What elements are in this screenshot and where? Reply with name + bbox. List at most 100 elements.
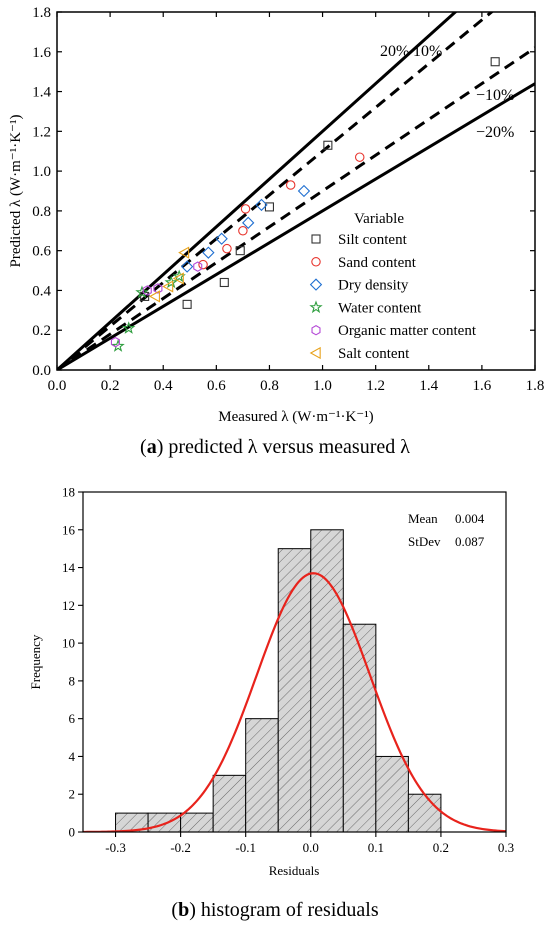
- data-point: [142, 285, 152, 296]
- data-point: [255, 198, 268, 212]
- data-point: [219, 277, 229, 288]
- y-tick-label: 6: [69, 711, 76, 726]
- y-tick-label: 18: [62, 485, 75, 500]
- legend-entry: Organic matter content: [338, 323, 477, 339]
- data-point: [148, 290, 160, 303]
- stat-mean-label: Mean: [408, 511, 438, 526]
- normal-fit-curve: [83, 572, 506, 832]
- reference-line-label: 10%: [413, 43, 442, 60]
- caption-a-open: (: [140, 436, 147, 458]
- caption-b: (b) histogram of residuals: [0, 899, 550, 922]
- x-tick-label: 0.8: [260, 378, 279, 394]
- data-point: [172, 272, 184, 285]
- y-tick-label: 10: [62, 636, 75, 651]
- legend-entry: Silt content: [338, 232, 408, 248]
- legend-entry: Water content: [338, 300, 422, 316]
- y-tick-label: 1.8: [32, 5, 51, 21]
- panel-a-scatter: 0.0 0.2 0.4 0.6 0.8 1.0 1.2 1.4 1.6 1.8 0.0 0.2 0.4 0…: [8, 5, 544, 425]
- histogram-bars: [115, 529, 442, 833]
- caption-a-text: predicted λ versus measured λ: [163, 436, 410, 458]
- y-tick-label: 16: [62, 522, 76, 537]
- legend-entry: Sand content: [338, 255, 417, 271]
- y-tick-label: 0.6: [32, 244, 51, 260]
- reference-line: [57, 12, 494, 370]
- y-tick-label: 1.2: [32, 124, 51, 140]
- data-point: [238, 226, 248, 236]
- x-tick-label: 1.4: [419, 378, 438, 394]
- x-tick-label: 0.6: [207, 378, 226, 394]
- x-tick-label: 1.2: [366, 378, 385, 394]
- y-tick-label: 0: [69, 825, 76, 840]
- y-tick-label: 0.0: [32, 363, 51, 379]
- stat-mean-value: 0.004: [455, 511, 485, 526]
- reference-line-label: −20%: [476, 124, 514, 141]
- y-tick-label: 1.0: [32, 164, 51, 180]
- y-tick-label: 14: [62, 560, 76, 575]
- caption-a-close: ): [156, 436, 164, 458]
- y-tick-label: 0.8: [32, 204, 51, 220]
- data-point: [490, 57, 500, 67]
- x-tick-label: 0.4: [154, 378, 173, 394]
- legend-entry: Salt content: [338, 346, 410, 362]
- histogram-bar: [212, 774, 247, 833]
- stat-stdev-value: 0.087: [455, 534, 485, 549]
- reference-line: [57, 82, 535, 370]
- legend-marker: [311, 234, 321, 244]
- legend-marker: [309, 346, 321, 360]
- data-point: [240, 204, 251, 214]
- caption-a: (a) predicted λ versus measured λ: [0, 436, 550, 459]
- data-point: [323, 140, 333, 150]
- histogram-bar: [310, 529, 344, 833]
- data-point: [135, 285, 149, 299]
- histogram-bar: [277, 548, 312, 833]
- data-point: [222, 243, 232, 254]
- data-point: [198, 259, 208, 270]
- y-axis-label-a: Predicted λ (W·m⁻¹·K⁻¹): [8, 115, 24, 268]
- plot-frame-b: [82, 491, 507, 833]
- caption-b-open: (: [171, 899, 179, 921]
- legend-entry: Dry density: [338, 278, 409, 294]
- histogram-bar: [245, 718, 279, 833]
- reference-line-label: 20%: [380, 43, 409, 60]
- y-tick-label: 0.2: [32, 323, 51, 339]
- y-tick-label: 1.4: [32, 85, 51, 101]
- reference-line: [57, 12, 458, 370]
- caption-b-tag: b: [178, 899, 190, 921]
- caption-b-text: histogram of residuals: [195, 899, 379, 921]
- axis-ticks-a: 0.0 0.2 0.4 0.6 0.8 1.0 1.2 1.4 1.6 1.8 0.0 0.2 0.4 0…: [32, 5, 544, 394]
- data-point: [180, 260, 194, 273]
- legend-title: Variable: [354, 211, 404, 227]
- panel-b-histogram: -0.3 -0.2 -0.1 0.0 0.1 0.2 0.3024681012141618 …: [28, 485, 514, 879]
- data-point: [182, 299, 192, 309]
- reference-lines: [57, 12, 535, 370]
- data-point: [164, 275, 178, 289]
- data-point: [242, 216, 255, 230]
- stat-stdev-label: StDev: [408, 534, 441, 549]
- data-point: [153, 283, 163, 294]
- x-tick-label: 0.1: [368, 840, 384, 855]
- data-point: [122, 321, 136, 334]
- data-point: [193, 261, 203, 272]
- y-tick-label: 4: [69, 749, 76, 764]
- x-tick-label: 0.0: [48, 378, 67, 394]
- x-axis-label-b: Residuals: [269, 863, 320, 878]
- histogram-bar: [342, 623, 377, 833]
- data-point: [354, 152, 365, 162]
- data-point: [215, 232, 228, 245]
- histogram-bar: [180, 812, 214, 833]
- y-tick-label: 8: [69, 673, 76, 688]
- legend-marker: [309, 300, 323, 314]
- data-point: [235, 246, 245, 256]
- scatter-points: [110, 57, 500, 352]
- histogram-bar: [407, 793, 442, 833]
- y-tick-label: 0.4: [32, 283, 51, 299]
- x-axis-label-a: Measured λ (W·m⁻¹·K⁻¹): [218, 409, 373, 425]
- data-point: [297, 184, 311, 198]
- y-tick-label: 2: [69, 787, 76, 802]
- axis-ticks-b: -0.3 -0.2 -0.1 0.0 0.1 0.2 0.3 0 2 4 6 8 10 12 14 16 18: [62, 485, 514, 856]
- reference-line: [57, 46, 535, 370]
- caption-b-close: ): [189, 899, 196, 921]
- legend-marker: [311, 324, 321, 336]
- histogram-bar: [147, 812, 182, 833]
